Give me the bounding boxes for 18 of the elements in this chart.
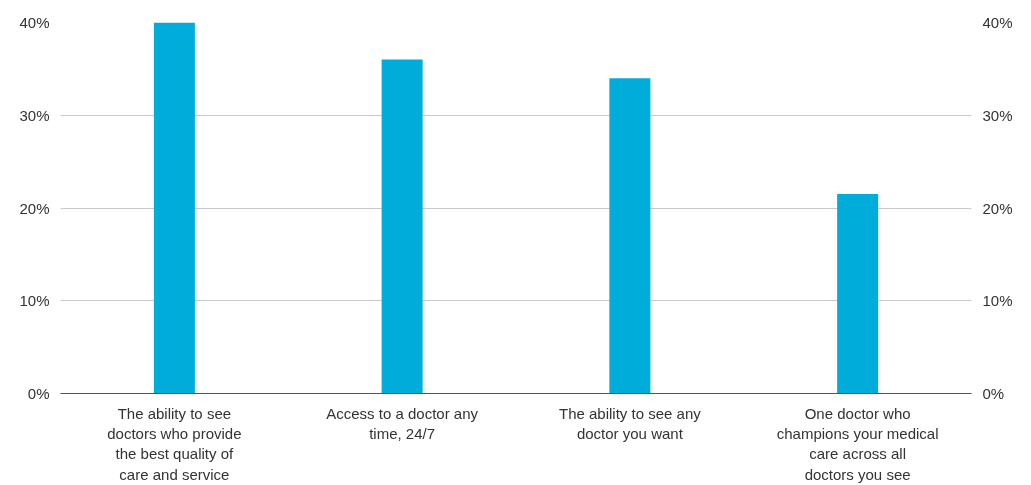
x-tick-label: The ability to see any doctor you want [559, 404, 702, 442]
bar [837, 194, 879, 394]
y-tick-label: 0% [27, 385, 50, 402]
y2-tick-label: 30% [982, 106, 1013, 124]
y-tick-label: 30% [19, 106, 50, 124]
y2-tick-label: 40% [982, 14, 1013, 31]
x-tick-label: One doctor who champions your medical care across all doctors you see [776, 404, 939, 483]
x-tick-label: Access to a doctor any time, 24/7 [326, 404, 479, 442]
y-tick-label: 40% [19, 14, 50, 31]
y2-tick-label: 20% [982, 199, 1013, 217]
x-tick-label: The ability to see doctors who provide the best quality of care and service [107, 404, 242, 483]
bar [153, 22, 195, 394]
y2-tick-label: 10% [982, 292, 1013, 310]
y-tick-label: 10% [19, 292, 50, 310]
y2-tick-label: 0% [982, 385, 1005, 402]
bar [381, 59, 423, 394]
y-tick-label: 20% [19, 199, 50, 217]
bar [609, 78, 651, 394]
